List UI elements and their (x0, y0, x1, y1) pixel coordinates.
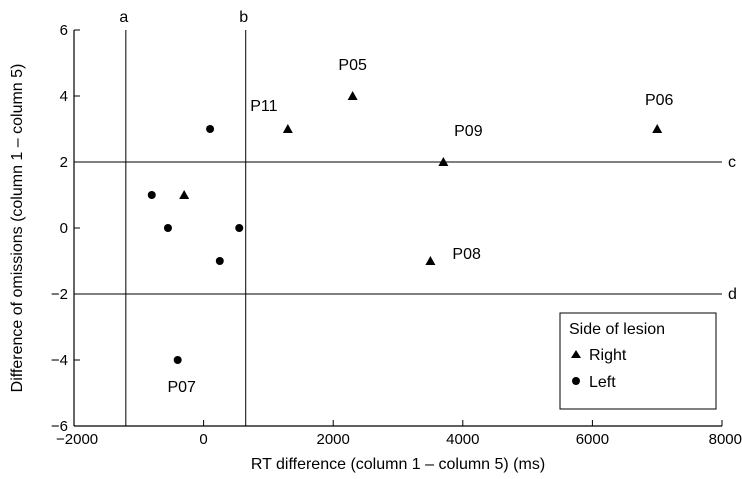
data-point-circle (235, 224, 244, 232)
reference-line-label: c (728, 154, 736, 171)
legend-entry-left: Left (589, 374, 616, 391)
legend-title: Side of lesion (569, 321, 665, 338)
y-tick-label: 4 (60, 88, 68, 105)
point-label: P07 (167, 379, 196, 396)
y-tick-label: −2 (51, 286, 68, 303)
data-point-circle (215, 257, 224, 265)
data-point-circle (173, 356, 182, 364)
x-tick-label: −2000 (56, 431, 98, 448)
data-point-triangle (652, 124, 663, 133)
data-point-triangle (425, 256, 436, 265)
y-tick-label: −4 (51, 352, 68, 369)
x-tick-label: 6000 (576, 431, 609, 448)
legend-triangle-icon (571, 350, 581, 358)
point-labels: P11 P05 P09 P06 P08 P07 (167, 57, 673, 396)
reference-line-label: b (239, 9, 248, 26)
data-point-triangle (282, 124, 293, 133)
point-label: P05 (338, 57, 367, 74)
data-point-triangle (347, 91, 358, 100)
data-point-triangle (179, 190, 190, 199)
legend-circle-icon (572, 377, 580, 385)
x-axis-label: RT difference (column 1 – column 5) (ms) (251, 456, 545, 473)
reference-lines: a b c d (74, 9, 737, 426)
x-tick-label: 0 (199, 431, 207, 448)
data-point-circle (163, 224, 172, 232)
reference-line-label: d (728, 286, 737, 303)
y-tick-label: −6 (51, 418, 68, 435)
point-label: P06 (645, 92, 674, 109)
legend-entry-right: Right (589, 347, 627, 364)
y-ticks: −6 −4 −2 0 2 4 6 (51, 22, 80, 435)
data-point-circle (147, 191, 156, 199)
x-tick-label: 2000 (317, 431, 350, 448)
data-point-circle (206, 125, 215, 133)
data-point-triangle (438, 157, 449, 166)
point-label: P09 (454, 123, 483, 140)
x-tick-label: 4000 (446, 431, 479, 448)
x-ticks: −2000 0 2000 4000 6000 8000 (56, 420, 742, 448)
y-tick-label: 2 (60, 154, 68, 171)
legend-box (559, 312, 717, 410)
reference-line-label: a (119, 9, 128, 26)
y-tick-label: 6 (60, 22, 68, 39)
y-tick-label: 0 (60, 220, 68, 237)
data-points (147, 91, 663, 364)
legend: Side of lesion Right Left (559, 312, 717, 410)
point-label: P11 (250, 98, 277, 115)
x-tick-label: 8000 (709, 431, 742, 448)
point-label: P08 (452, 246, 481, 263)
y-axis-label: Difference of omissions (column 1 – colu… (9, 64, 26, 393)
